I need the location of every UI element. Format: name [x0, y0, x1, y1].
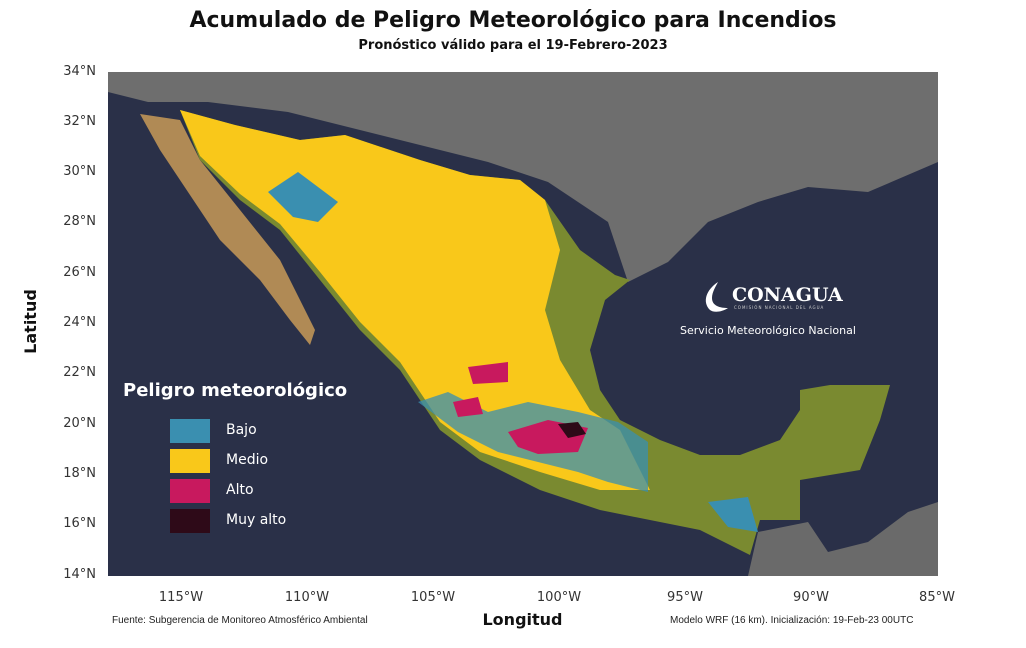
lon-tick: 105°W	[410, 590, 456, 605]
central-america-land	[748, 502, 938, 576]
map-title: Acumulado de Peligro Meteorológico para …	[189, 8, 837, 33]
lat-tick: 24°N	[63, 315, 96, 330]
legend-label: Medio	[226, 452, 269, 468]
source-note: Fuente: Subgerencia de Monitoreo Atmosfé…	[112, 615, 368, 626]
legend-swatch-alto	[170, 479, 210, 503]
legend-label: Alto	[226, 482, 254, 498]
legend-swatch-muy-alto	[170, 509, 210, 533]
legend-title: Peligro meteorológico	[123, 380, 348, 401]
lon-tick: 85°W	[919, 590, 955, 605]
conagua-logo-text: CONAGUA	[732, 284, 843, 306]
map-canvas	[108, 72, 938, 576]
service-name: Servicio Meteorológico Nacional	[680, 324, 856, 337]
hazard-muy-alto-spot	[558, 422, 586, 438]
legend-swatch-bajo	[170, 419, 210, 443]
lat-tick: 14°N	[63, 567, 96, 582]
lat-tick: 16°N	[63, 516, 96, 531]
hazard-bajo-coast	[268, 172, 758, 532]
lon-tick: 90°W	[793, 590, 829, 605]
us-land	[108, 72, 938, 282]
y-axis-label: Latitud	[20, 289, 40, 354]
lat-tick: 22°N	[63, 365, 96, 380]
lat-tick: 32°N	[63, 114, 96, 129]
conagua-tagline: COMISIÓN NACIONAL DEL AGUA	[734, 305, 825, 310]
x-axis-label: Longitud	[482, 610, 563, 629]
lat-tick: 20°N	[63, 416, 96, 431]
legend-label: Bajo	[226, 422, 257, 438]
lon-tick: 110°W	[284, 590, 330, 605]
map-subtitle: Pronóstico válido para el 19-Febrero-202…	[358, 38, 668, 53]
lon-tick: 115°W	[158, 590, 204, 605]
lat-tick: 26°N	[63, 265, 96, 280]
lat-tick: 30°N	[63, 164, 96, 179]
legend-swatch-medio	[170, 449, 210, 473]
conagua-logo-icon	[705, 282, 728, 312]
lon-tick: 100°W	[536, 590, 582, 605]
lat-tick: 28°N	[63, 214, 96, 229]
lat-tick: 34°N	[63, 64, 96, 79]
model-note: Modelo WRF (16 km). Inicialización: 19-F…	[670, 615, 914, 626]
lat-tick: 18°N	[63, 466, 96, 481]
lon-tick: 95°W	[667, 590, 703, 605]
baja-california	[140, 114, 315, 345]
hazard-alto-spots	[453, 362, 588, 454]
legend-label: Muy alto	[226, 512, 287, 528]
